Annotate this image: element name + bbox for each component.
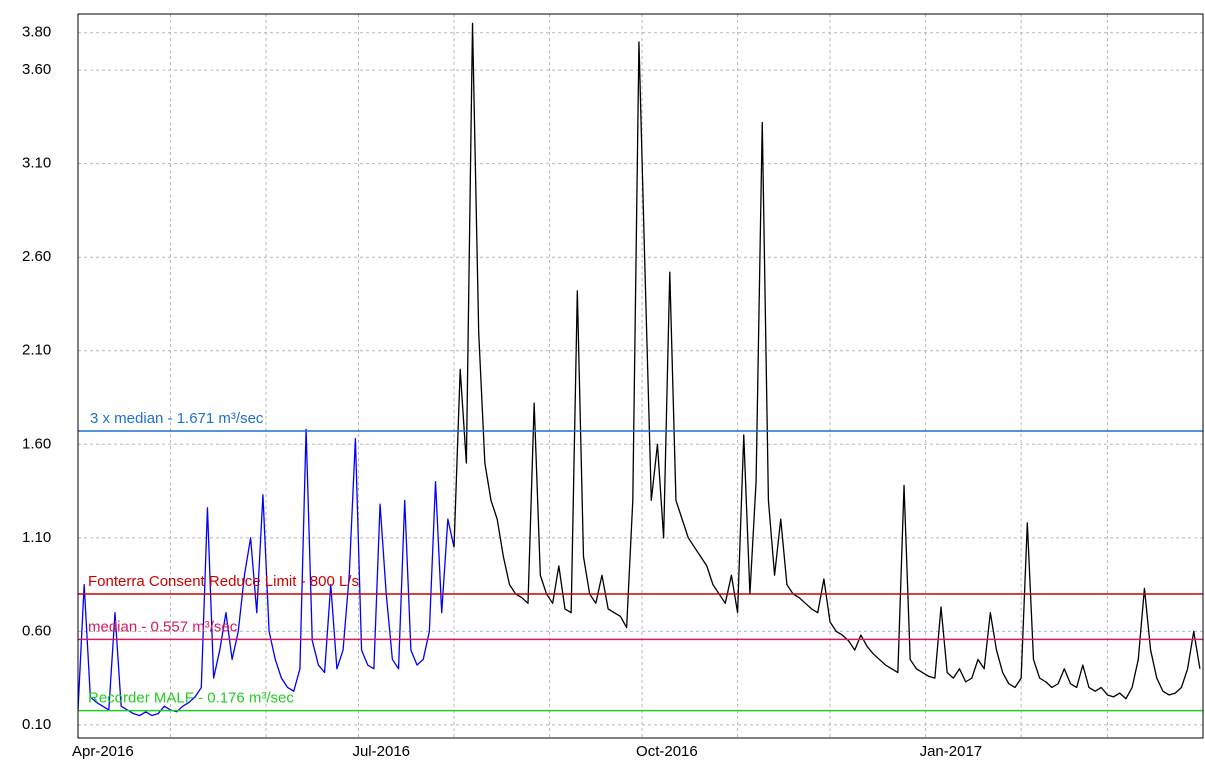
x-tick-label: Jul-2016 (352, 743, 410, 760)
series-line (453, 22, 1201, 700)
reference-label: Recorder MALF - 0.176 m³/sec (88, 690, 294, 707)
y-tick-label: 1.10 (22, 529, 51, 546)
y-tick-label: 3.60 (22, 61, 51, 78)
plot-frame (77, 13, 1204, 739)
y-tick-label: 3.10 (22, 155, 51, 172)
y-tick-label: 3.80 (22, 24, 51, 41)
y-tick-label: 1.60 (22, 435, 51, 452)
x-tick-label: Oct-2016 (636, 743, 698, 760)
y-tick-label: 2.10 (22, 342, 51, 359)
reference-label: 3 x median - 1.671 m³/sec (90, 410, 264, 427)
reference-label: median - 0.557 m³/sec (88, 618, 238, 635)
y-tick-label: 2.60 (22, 248, 51, 265)
y-tick-label: 0.10 (22, 716, 51, 733)
series-line (77, 428, 455, 717)
reference-label: Fonterra Consent Reduce Limit - 800 L/s (88, 573, 359, 590)
x-tick-label: Apr-2016 (72, 743, 134, 760)
y-tick-label: 0.60 (22, 622, 51, 639)
x-tick-label: Jan-2017 (920, 743, 983, 760)
